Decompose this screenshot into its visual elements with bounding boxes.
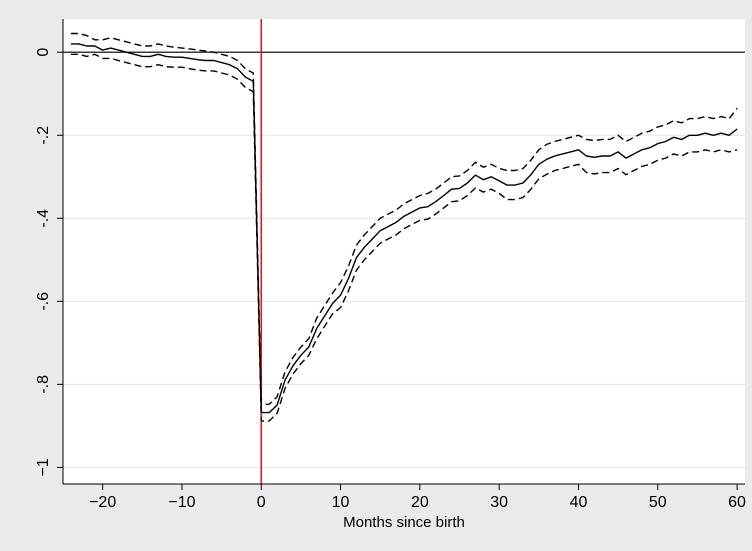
x-tick-label-1: −10 — [168, 494, 195, 511]
x-tick-label-8: 60 — [728, 494, 746, 511]
x-tick-label-7: 50 — [649, 494, 667, 511]
x-tick-label-4: 20 — [411, 494, 429, 511]
y-tick-label-0: 0 — [35, 48, 52, 57]
y-tick-label-2: -.4 — [35, 209, 52, 228]
upper-confidence-line — [70, 32, 738, 405]
y-tick-label-3: -.6 — [35, 292, 52, 311]
x-tick-label-0: −20 — [89, 494, 116, 511]
series-lines — [70, 32, 738, 422]
y-tick-label-5: −1 — [35, 458, 52, 476]
lower-confidence-line — [70, 53, 738, 422]
x-axis: −20 −10 0 10 20 30 40 50 60 — [63, 483, 746, 511]
plot-area — [63, 19, 745, 484]
x-tick-label-6: 40 — [570, 494, 588, 511]
x-tick-label-2: 0 — [257, 494, 266, 511]
y-tick-label-1: -.2 — [35, 126, 52, 145]
y-tick-label-4: -.8 — [35, 375, 52, 394]
x-tick-label-5: 30 — [490, 494, 508, 511]
estimate-line — [70, 43, 738, 414]
y-axis: 0 -.2 -.4 -.6 -.8 −1 — [35, 19, 64, 484]
x-axis-label: Months since birth — [343, 514, 465, 531]
x-tick-label-3: 10 — [332, 494, 350, 511]
